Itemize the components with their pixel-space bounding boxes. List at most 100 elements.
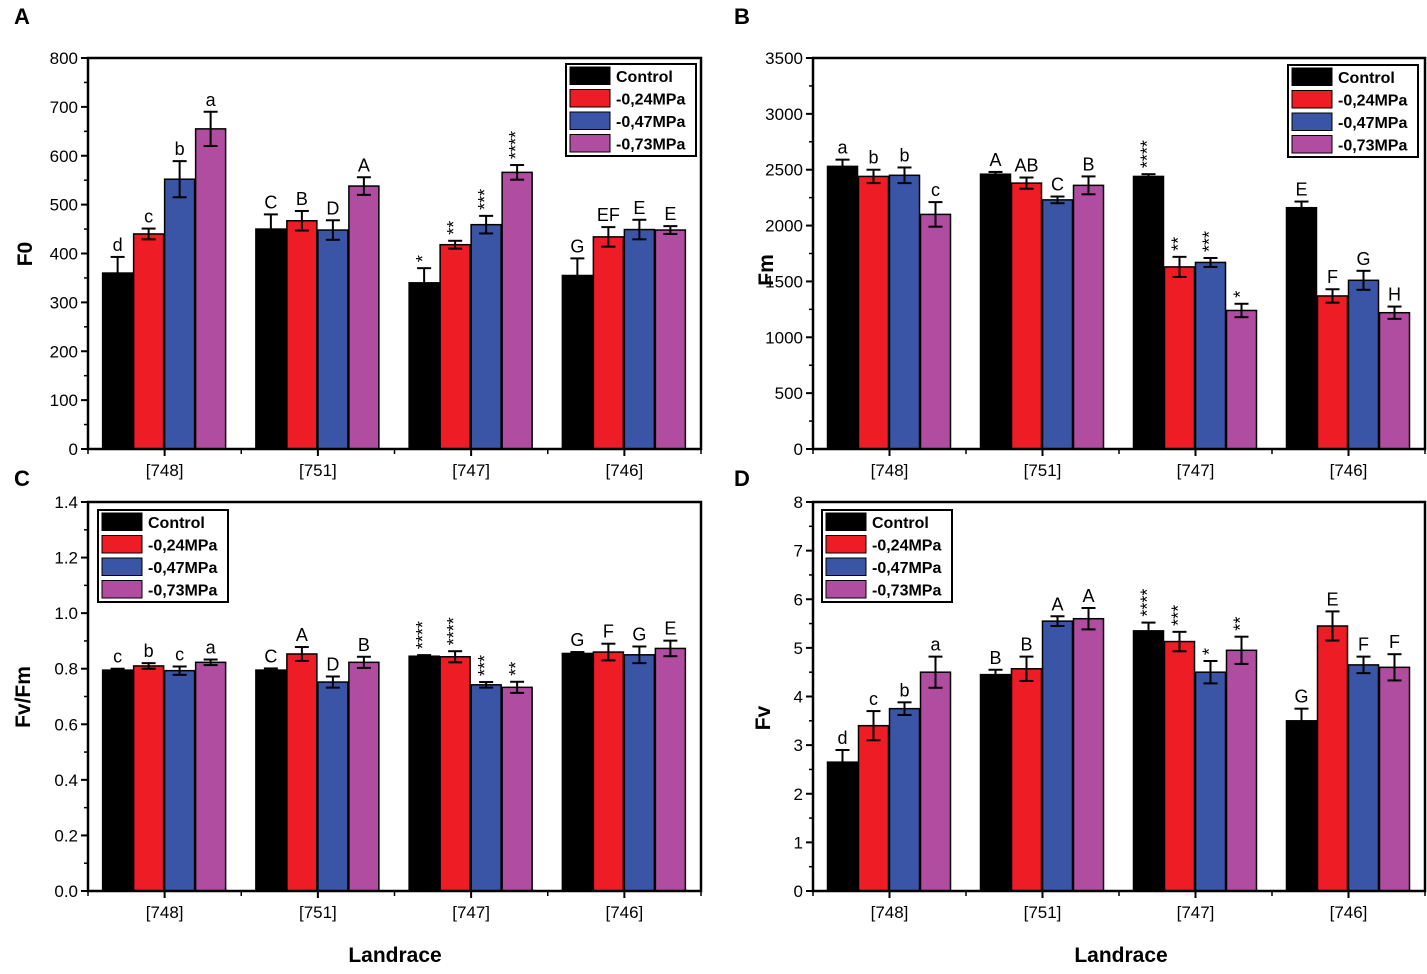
panel-c-errorbar--0,24MPa-[746]	[601, 642, 616, 662]
panel-c-sig-label: A	[296, 625, 308, 645]
panel-d-sig-label: F	[1389, 632, 1400, 652]
panel-b-errorbar--0,24MPa-[748]	[866, 168, 881, 185]
panel-d-sig-label: b	[899, 680, 909, 700]
panel-d-sig-label: c	[869, 689, 878, 709]
panel-b-errorbar-Control-[747]	[1141, 173, 1156, 180]
panel-a-errorbar--0,73MPa-[747]	[510, 164, 525, 181]
panel-c-sig-label: E	[664, 619, 676, 639]
panel-b-sig-label: G	[1356, 249, 1370, 269]
panel-a-errorbar-Control-[751]	[263, 213, 278, 245]
panel-d-legend-label: Control	[872, 515, 929, 532]
panel-c-sig-label: B	[358, 635, 370, 655]
panel-b-letter: B	[734, 4, 750, 29]
panel-c-errorbar-Control-[746]	[570, 651, 585, 656]
panel-a-y-tick-label: 200	[50, 342, 78, 361]
panel-d-legend-label: -0,47MPa	[872, 560, 941, 577]
panel-a-y-tick-label: 400	[50, 245, 78, 264]
panel-c-bar--0,73MPa-[746]	[654, 647, 687, 892]
panel-d-bar-Control-[746]	[1285, 720, 1318, 892]
panel-c-legend-swatch	[101, 580, 143, 599]
panel-b-legend-label: Control	[1338, 70, 1395, 87]
panel-d-errorbar--0,73MPa-[746]	[1387, 653, 1402, 682]
panel-a-bar--0,24MPa-[751]	[286, 220, 318, 450]
panel-a-sig-label: ***	[475, 189, 495, 210]
panel-b-bar--0,73MPa-[746]	[1378, 311, 1411, 450]
panel-a-errorbar--0,24MPa-[747]	[448, 239, 463, 250]
panel-c-legend-swatch	[101, 512, 143, 531]
panel-a-sig-label: A	[358, 155, 370, 175]
panel-c-bar--0,73MPa-[748]	[194, 661, 227, 892]
panel-d-bar--0,24MPa-[746]	[1316, 625, 1349, 892]
panel-c-y-tick-label: 1.4	[54, 493, 78, 512]
panel-c-y-tick-label: 0.8	[54, 660, 78, 679]
panel-a-y-axis-title: F0	[14, 242, 37, 267]
panel-a-bar--0,47MPa-[747]	[470, 223, 502, 450]
panel-c-sig-label: b	[144, 641, 154, 661]
panel-a-y-tick-label: 500	[50, 196, 78, 215]
panel-c-errorbar--0,47MPa-[746]	[632, 645, 647, 665]
panel-b-y-axis-title: Fm	[755, 254, 778, 286]
panel-b-sig-label: b	[899, 145, 909, 165]
panel-a-errorbar--0,24MPa-[748]	[141, 227, 156, 241]
panel-b-sig-label: B	[1082, 154, 1094, 174]
panel-d-sig-label: *	[1200, 648, 1220, 655]
panel-d-bar--0,73MPa-[748]	[919, 671, 952, 892]
panel-c-bar-Control-[751]	[255, 669, 287, 892]
panel-c-y-tick-label: 0.2	[54, 826, 78, 845]
panel-c-bar-Control-[746]	[561, 652, 594, 892]
panel-c-x-tick-label: [746]	[605, 903, 643, 922]
panel-a-errorbar--0,73MPa-[746]	[663, 225, 678, 235]
panel-d-y-tick-label: 0	[794, 882, 803, 901]
panel-d-errorbar--0,24MPa-[746]	[1325, 610, 1340, 642]
panel-c-errorbar--0,24MPa-[748]	[141, 662, 156, 670]
panel-b-sig-label: C	[1051, 175, 1064, 195]
panel-c-y-tick-label: 1.0	[54, 604, 78, 623]
panel-b-bar--0,47MPa-[751]	[1041, 199, 1074, 450]
panel-d-x-tick-label: [746]	[1330, 903, 1368, 922]
panel-a-bar-Control-[751]	[255, 228, 287, 450]
panel-d-bar-Control-[748]	[826, 761, 859, 892]
panel-d-y-tick-label: 6	[794, 590, 803, 609]
x-axis-title-left: Landrace	[348, 944, 441, 967]
panel-d-y-tick-label: 5	[794, 639, 803, 658]
panel-d-y-tick-label: 4	[794, 688, 803, 707]
panel-c-letter: C	[14, 466, 30, 491]
panel-d-errorbar--0,73MPa-[751]	[1081, 607, 1096, 631]
panel-c-bar--0,47MPa-[747]	[470, 684, 502, 892]
panel-d-errorbar--0,73MPa-[747]	[1234, 635, 1249, 665]
panel-b-errorbar--0,73MPa-[748]	[928, 201, 943, 228]
panel-d-sig-label: ****	[1138, 589, 1158, 617]
panel-d-x-tick-label: [747]	[1177, 903, 1215, 922]
panel-c-errorbar-Control-[747]	[417, 654, 432, 659]
panel-c-x-tick-label: [751]	[299, 903, 337, 922]
panel-a-y-tick-label: 600	[50, 147, 78, 166]
panel-c-y-tick-label: 1.2	[54, 549, 78, 568]
panel-a-sig-label: ****	[506, 131, 526, 159]
panel-c-y-tick-label: 0.0	[54, 882, 78, 901]
panel-d-errorbar--0,24MPa-[747]	[1172, 630, 1187, 653]
panel-b-errorbar--0,73MPa-[746]	[1387, 305, 1402, 320]
panel-a-errorbar--0,73MPa-[748]	[203, 110, 218, 147]
panel-d-x-tick-label: [751]	[1024, 903, 1062, 922]
panel-d-bar--0,73MPa-[746]	[1378, 666, 1411, 892]
panel-c-sig-label: ****	[413, 621, 433, 649]
panel-d-sig-label: ***	[1169, 605, 1189, 626]
panel-b-legend-label: -0,24MPa	[1338, 93, 1407, 110]
panel-a-bar--0,24MPa-[747]	[439, 243, 471, 450]
panel-a-bar--0,47MPa-[746]	[623, 228, 656, 450]
panel-b-legend-swatch	[1291, 112, 1333, 131]
panel-c-bar--0,47MPa-[751]	[317, 681, 349, 892]
panel-a-legend: Control -0,24MPa -0,47MPa -0,73MPa	[565, 63, 697, 157]
panel-c-errorbar--0,73MPa-[751]	[356, 655, 371, 669]
panel-b-y-tick-label: 2500	[765, 161, 803, 180]
panel-c-y-tick-label: 0.6	[54, 715, 78, 734]
panel-a-x-tick-label: [746]	[605, 461, 643, 480]
panel-b-sig-label: E	[1295, 180, 1307, 200]
panel-b-legend-swatch	[1291, 90, 1333, 109]
panel-a-sig-label: C	[264, 192, 277, 212]
panel-b-x-tick-label: [747]	[1177, 461, 1215, 480]
panel-c-legend-label: -0,47MPa	[148, 560, 217, 577]
panel-c-y-axis-title: Fv/Fm	[12, 666, 35, 728]
panel-a-bar-Control-[747]	[408, 282, 440, 450]
